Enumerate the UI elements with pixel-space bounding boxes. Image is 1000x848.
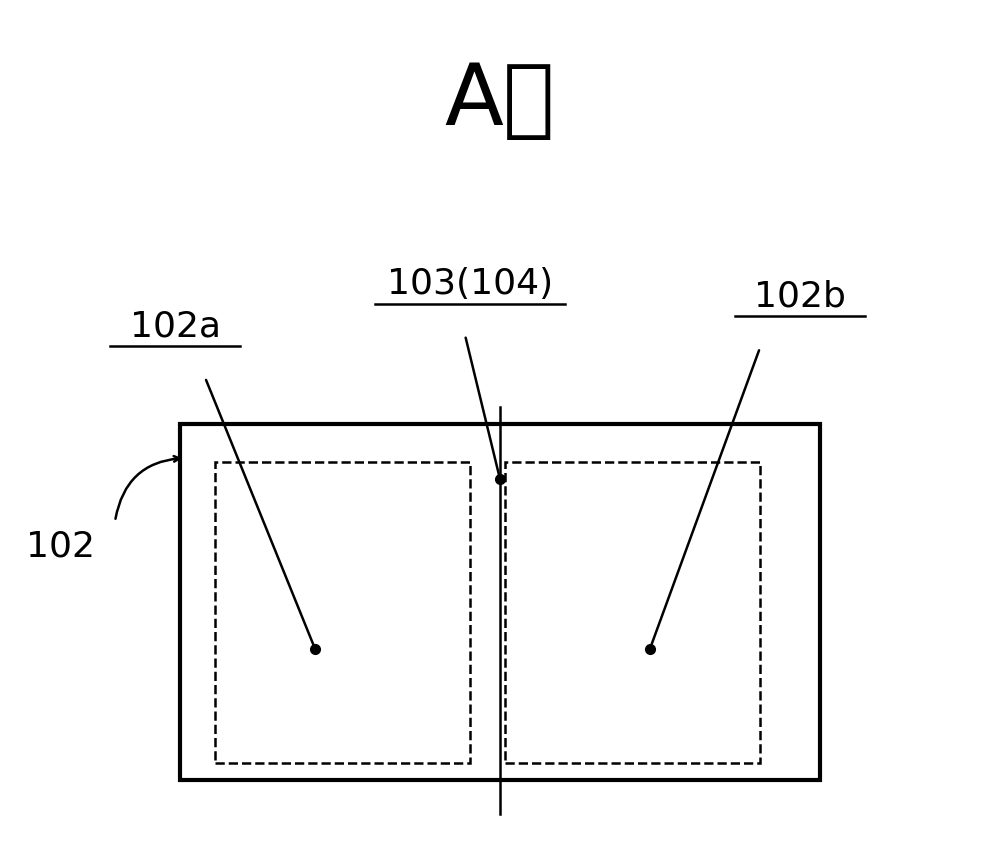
Bar — [505, 462, 760, 763]
Text: 102: 102 — [26, 530, 94, 564]
Text: 103(104): 103(104) — [387, 267, 553, 301]
Text: A向: A向 — [445, 60, 555, 143]
Bar — [215, 462, 470, 763]
Bar — [180, 424, 820, 780]
Text: 102b: 102b — [754, 280, 846, 314]
Text: 102a: 102a — [130, 310, 220, 343]
